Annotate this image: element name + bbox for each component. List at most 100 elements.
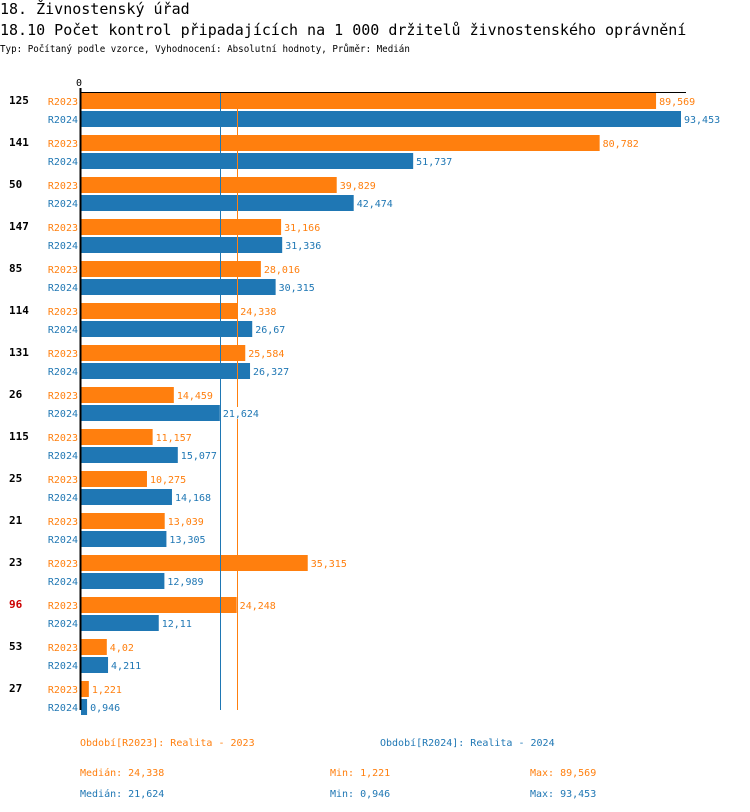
value-label-bg xyxy=(238,599,277,611)
series-label: R2023 xyxy=(48,307,78,318)
bar-r2023 xyxy=(81,261,261,277)
category-label: 115 xyxy=(9,430,29,443)
series-label: R2023 xyxy=(48,475,78,486)
value-label-bg xyxy=(247,347,286,359)
section-title: 18. Živnostenský úřad xyxy=(0,0,190,18)
value-label-bg xyxy=(254,323,287,335)
series-label: R2023 xyxy=(48,685,78,696)
bar-r2023 xyxy=(81,345,246,361)
value-label: 35,315 xyxy=(311,559,347,570)
value-label-bg xyxy=(154,431,193,443)
r2023-median: Medián: 24,338 xyxy=(80,768,165,779)
bar-r2023 xyxy=(81,513,165,529)
value-label-bg xyxy=(221,407,260,419)
series-label: R2023 xyxy=(48,349,78,360)
value-label: 0,946 xyxy=(90,703,120,714)
value-label: 26,67 xyxy=(255,325,285,336)
value-label: 11,157 xyxy=(156,433,192,444)
r2023-max: Max: 89,569 xyxy=(530,768,597,779)
bar-r2023 xyxy=(81,303,238,319)
series-label: R2023 xyxy=(48,601,78,612)
value-label: 21,624 xyxy=(223,409,259,420)
bar-r2023 xyxy=(81,219,282,235)
category-label: 147 xyxy=(9,220,29,233)
series-label: R2024 xyxy=(48,451,78,462)
series-label: R2024 xyxy=(48,493,78,504)
bar-r2024 xyxy=(81,321,253,337)
category-label: 23 xyxy=(9,556,22,569)
value-label-bg xyxy=(108,641,135,653)
series-label: R2024 xyxy=(48,199,78,210)
category-label: 85 xyxy=(9,262,22,275)
value-label: 12,989 xyxy=(167,577,203,588)
value-label: 1,221 xyxy=(92,685,122,696)
value-label: 24,338 xyxy=(240,307,276,318)
r2023-min: Min: 1,221 xyxy=(330,768,391,779)
category-label: 96 xyxy=(9,598,23,611)
bar-chart: 0 125 R2023 R2024 141 R2023 R2024 50 R2023 R2024 1… xyxy=(9,78,721,715)
series-label: R2023 xyxy=(48,139,78,150)
value-label: 14,459 xyxy=(177,391,213,402)
value-label: 28,016 xyxy=(264,265,300,276)
series-label: R2024 xyxy=(48,115,78,126)
series-label: R2024 xyxy=(48,661,78,672)
bar-r2023 xyxy=(81,681,89,697)
r2024-min: Min: 0,946 xyxy=(330,789,391,800)
series-label: R2023 xyxy=(48,391,78,402)
value-label: 15,077 xyxy=(181,451,217,462)
category-label: 27 xyxy=(9,682,22,695)
bar-r2023 xyxy=(81,597,237,613)
category-label: 114 xyxy=(9,304,29,317)
value-label-bg xyxy=(338,179,377,191)
category-label: 26 xyxy=(9,388,23,401)
value-label: 10,275 xyxy=(150,475,186,486)
series-label: R2023 xyxy=(48,181,78,192)
value-label-bg xyxy=(168,533,207,545)
bar-r2024 xyxy=(81,447,178,463)
legend-r2024: Období[R2024]: Realita - 2024 xyxy=(380,738,555,749)
bar-r2023 xyxy=(81,555,308,571)
bar-r2024 xyxy=(81,237,283,253)
bar-r2023 xyxy=(81,93,657,109)
value-label: 89,569 xyxy=(659,97,695,108)
bar-r2023 xyxy=(81,177,337,193)
bar-r2024 xyxy=(81,615,159,631)
bar-r2023 xyxy=(81,639,107,655)
value-label: 14,168 xyxy=(175,493,211,504)
series-label: R2023 xyxy=(48,559,78,570)
bar-r2024 xyxy=(81,153,414,169)
category-label: 125 xyxy=(9,94,29,107)
bar-r2024 xyxy=(81,111,681,127)
bar-r2024 xyxy=(81,195,354,211)
series-label: R2024 xyxy=(48,283,78,294)
category-label: 25 xyxy=(9,472,22,485)
series-label: R2024 xyxy=(48,535,78,546)
series-label: R2024 xyxy=(48,619,78,630)
value-label: 24,248 xyxy=(240,601,276,612)
series-label: R2024 xyxy=(48,577,78,588)
series-label: R2023 xyxy=(48,265,78,276)
category-label: 53 xyxy=(9,640,22,653)
r2024-median: Medián: 21,624 xyxy=(80,789,165,800)
value-label-bg xyxy=(601,137,640,149)
series-label: R2024 xyxy=(48,241,78,252)
value-label-bg xyxy=(160,617,193,629)
value-label: 4,211 xyxy=(111,661,141,672)
value-label-bg xyxy=(262,263,301,275)
value-label: 26,327 xyxy=(253,367,289,378)
value-label-bg xyxy=(110,659,143,671)
series-label: R2023 xyxy=(48,643,78,654)
chart-title: 18.10 Počet kontrol připadajících na 1 0… xyxy=(0,21,687,39)
value-label: 80,782 xyxy=(603,139,639,150)
value-label-bg xyxy=(309,557,348,569)
value-label-bg xyxy=(355,197,394,209)
series-label: R2023 xyxy=(48,517,78,528)
bar-r2024 xyxy=(81,489,172,505)
axis-zero-label: 0 xyxy=(76,78,82,89)
value-label-bg xyxy=(683,113,721,125)
value-label-bg xyxy=(173,491,212,503)
value-label: 25,584 xyxy=(248,349,284,360)
value-label-bg xyxy=(175,389,214,401)
value-label-bg xyxy=(252,365,291,377)
value-label-bg xyxy=(658,95,697,107)
